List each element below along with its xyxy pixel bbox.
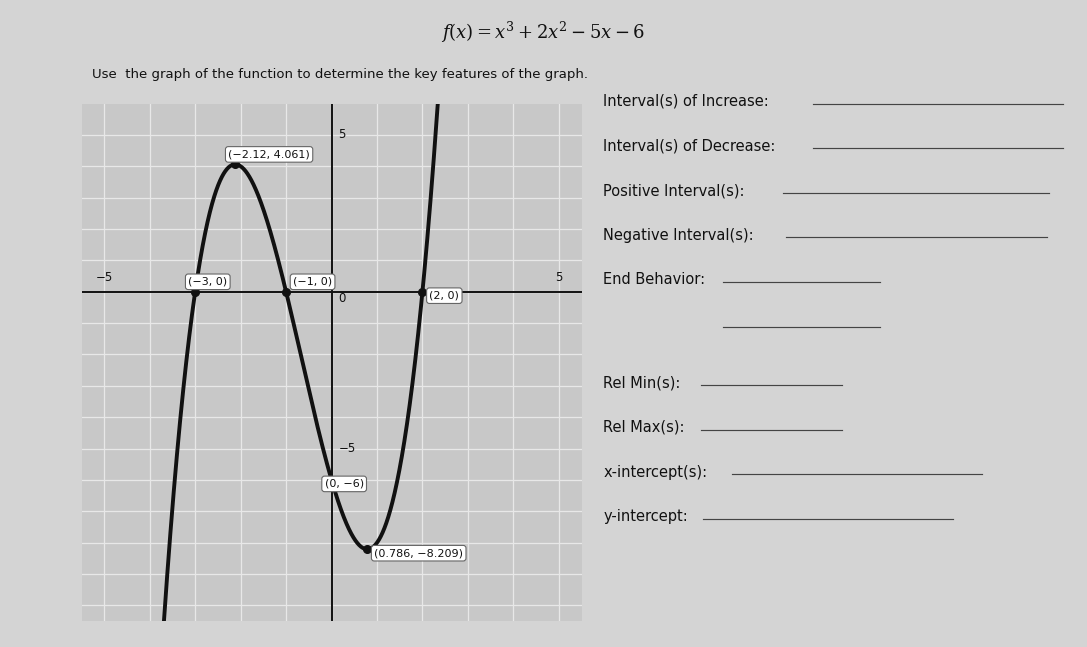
- Text: Rel Max(s):: Rel Max(s):: [603, 420, 685, 435]
- Text: Use  the graph of the function to determine the key features of the graph.: Use the graph of the function to determi…: [92, 68, 588, 81]
- Text: $f(x) = x^3 + 2x^2 - 5x - 6$: $f(x) = x^3 + 2x^2 - 5x - 6$: [441, 19, 646, 45]
- Text: Rel Min(s):: Rel Min(s):: [603, 375, 680, 390]
- Text: Interval(s) of Increase:: Interval(s) of Increase:: [603, 94, 769, 109]
- Text: (0.786, −8.209): (0.786, −8.209): [374, 548, 463, 558]
- Text: 5: 5: [338, 128, 346, 142]
- Text: x-intercept(s):: x-intercept(s):: [603, 465, 708, 479]
- Text: −5: −5: [338, 442, 355, 455]
- Text: 5: 5: [555, 271, 562, 284]
- Text: (−1, 0): (−1, 0): [293, 277, 333, 287]
- Text: Positive Interval(s):: Positive Interval(s):: [603, 183, 745, 198]
- Text: −5: −5: [96, 271, 113, 284]
- Text: Interval(s) of Decrease:: Interval(s) of Decrease:: [603, 138, 776, 153]
- Text: Negative Interval(s):: Negative Interval(s):: [603, 228, 754, 243]
- Text: 0: 0: [338, 292, 346, 305]
- Text: (0, −6): (0, −6): [325, 479, 364, 489]
- Text: (−3, 0): (−3, 0): [188, 277, 227, 287]
- Text: (−2.12, 4.061): (−2.12, 4.061): [228, 149, 310, 159]
- Text: y-intercept:: y-intercept:: [603, 509, 688, 524]
- Text: (2, 0): (2, 0): [429, 291, 460, 301]
- Text: End Behavior:: End Behavior:: [603, 272, 705, 287]
